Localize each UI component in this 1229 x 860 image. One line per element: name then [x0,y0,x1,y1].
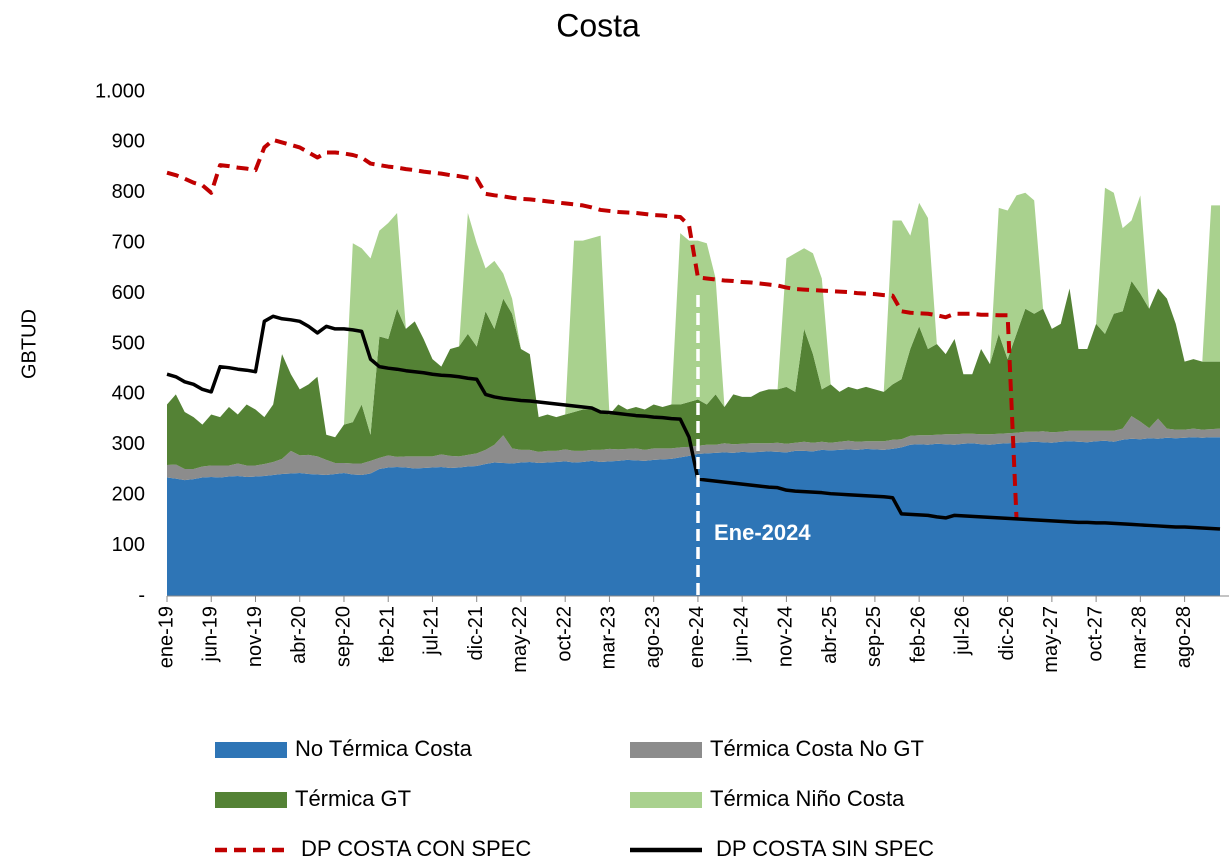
x-tick-label: jul-26 [952,606,974,656]
legend-swatch [630,742,702,758]
x-tick-label: dic-21 [465,606,487,660]
legend-label: DP COSTA CON SPEC [301,836,531,860]
area [167,416,1220,481]
area [167,281,1220,469]
y-tick-label: - [138,584,145,606]
x-tick-label: nov-19 [244,606,266,667]
x-tick-label: feb-26 [907,606,929,663]
x-tick-label: jun-19 [200,606,222,663]
x-tick-label: ene-19 [155,606,177,668]
x-tick-label: mar-23 [598,606,620,669]
x-tick-label: ago-28 [1173,606,1195,668]
x-tick-label: abr-25 [819,606,841,664]
x-tick-label: jul-21 [421,606,443,656]
y-axis-label: GBTUD [18,309,40,379]
y-tick-label: 800 [112,181,145,203]
x-tick-label: sep-25 [863,606,885,667]
legend-label: Térmica GT [295,786,411,811]
y-tick-label: 500 [112,332,145,354]
x-tick-label: oct-22 [553,606,575,662]
y-tick-label: 400 [112,383,145,405]
line [166,137,1019,518]
area [167,437,1220,596]
line [166,314,1221,531]
x-tick-label: abr-20 [288,606,310,664]
x-tick-label: ago-23 [642,606,664,668]
x-tick-label: sep-20 [332,606,354,667]
y-tick-label: 700 [112,231,145,253]
chart-title: Costa [556,7,640,43]
x-tick-label: may-27 [1040,606,1062,673]
legend-swatch [215,792,287,808]
annotation: Ene-2024 [714,520,811,545]
area [167,187,1220,438]
y-tick-label: 200 [112,483,145,505]
x-tick-label: mar-28 [1129,606,1151,669]
x-tick-label: nov-24 [775,606,797,667]
y-tick-label: 900 [112,131,145,153]
legend-swatch [630,792,702,808]
legend-label: No Térmica Costa [295,736,473,761]
y-tick-label: 600 [112,282,145,304]
x-tick-label: jun-24 [730,606,752,663]
legend-label: Térmica Niño Costa [710,786,905,811]
legend-label: Térmica Costa No GT [710,736,924,761]
x-tick-label: dic-26 [996,606,1018,660]
x-tick-label: ene-24 [686,606,708,668]
x-tick-label: may-22 [509,606,531,673]
plot-area [166,137,1221,596]
x-tick-label: feb-21 [376,606,398,663]
legend-label: DP COSTA SIN SPEC [716,836,934,860]
x-tick-label: oct-27 [1084,606,1106,662]
legend-swatch [215,742,287,758]
y-tick-label: 100 [112,534,145,556]
y-tick-label: 300 [112,433,145,455]
y-tick-label: 1.000 [95,80,145,102]
